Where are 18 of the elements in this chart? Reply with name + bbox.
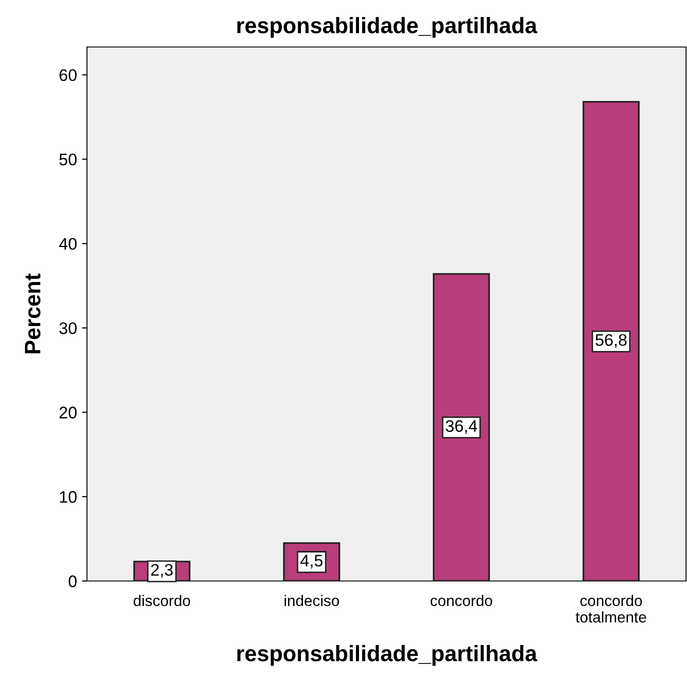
x-tick-label: discordo bbox=[134, 594, 190, 606]
y-tick-label: 20 bbox=[60, 406, 77, 418]
data-label: 36,4 bbox=[446, 420, 478, 434]
x-axis-title: responsabilidade_partilhada bbox=[237, 645, 538, 666]
data-label: 4,5 bbox=[300, 554, 323, 568]
y-tick-label: 50 bbox=[59, 154, 77, 166]
y-axis-title: Percent bbox=[24, 274, 40, 354]
x-tick-label: concordo totalmente bbox=[576, 594, 646, 623]
y-tick-label: 40 bbox=[59, 238, 77, 250]
data-label: 2,3 bbox=[151, 564, 173, 578]
y-tick-label: 60 bbox=[60, 69, 77, 82]
x-tick-label: indeciso bbox=[284, 594, 340, 606]
y-tick-label: 0 bbox=[68, 575, 77, 588]
y-tick-label: 30 bbox=[59, 322, 77, 334]
y-tick-label: 10 bbox=[60, 491, 77, 503]
chart-title: responsabilidade_partilhada bbox=[237, 17, 538, 38]
data-label: 56,8 bbox=[596, 334, 627, 348]
x-tick-label: concordo bbox=[430, 594, 492, 606]
